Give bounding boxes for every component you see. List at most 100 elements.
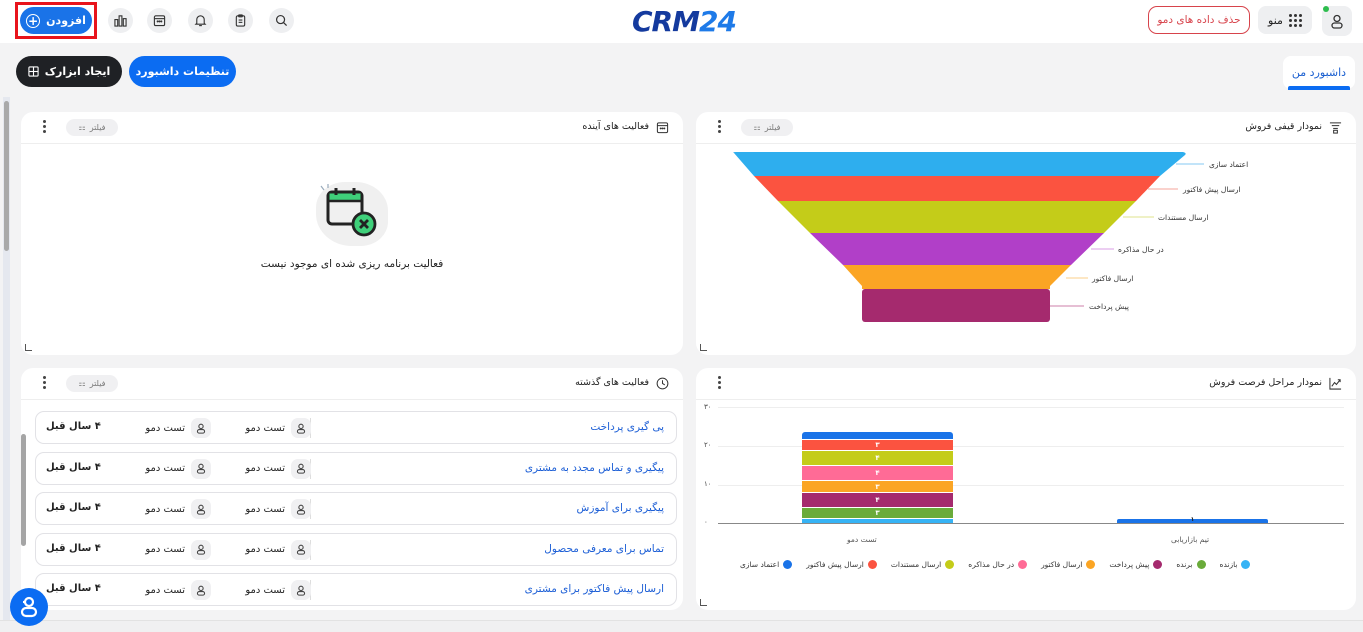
resize-handle[interactable] — [25, 344, 32, 351]
user-icon — [291, 580, 311, 600]
funnel-chart — [733, 152, 1204, 322]
empty-state: فعالیت برنامه ریزی شده ای موجود نیست — [21, 182, 683, 270]
legend-item[interactable]: پیش پرداخت — [1109, 560, 1163, 569]
funnel-label: در حال مذاکره — [1118, 245, 1164, 254]
assignee-name: تست دمو — [245, 584, 285, 596]
filter-button[interactable]: ⚏ فیلتر — [741, 119, 793, 136]
logo-crm-text: CRM — [632, 4, 700, 38]
funnel-label: ارسال مستندات — [1158, 213, 1209, 222]
activity-row[interactable]: پی گیری پرداخت تست دمو تست دمو ۴ سال قبل — [35, 411, 677, 444]
bar-segment-proforma[interactable]: ۳ — [802, 440, 953, 450]
activity-row[interactable]: پیگیری برای آموزش تست دمو تست دمو ۴ سال … — [35, 492, 677, 525]
card-title: نمودار مراحل فرصت فروش — [1209, 377, 1322, 388]
bar-segment-negotiation[interactable]: ۴ — [802, 466, 953, 480]
y-tick: ۲۰ — [704, 441, 712, 449]
activity-row[interactable]: ارسال پیش فاکتور برای مشتری تست دمو تست … — [35, 573, 677, 606]
logo-number-text: 24 — [698, 4, 737, 38]
bar-segment-invoice[interactable]: ۳ — [802, 481, 953, 492]
more-options-icon[interactable] — [718, 376, 721, 389]
user-icon — [191, 499, 211, 519]
gridline — [718, 446, 1344, 447]
funnel-label: پیش پرداخت — [1089, 302, 1129, 311]
trend-chart-icon — [1328, 376, 1342, 390]
activity-title[interactable]: پیگیری برای آموزش — [576, 502, 664, 514]
filter-icon: ⚏ — [78, 123, 86, 132]
menu-label: منو — [1268, 13, 1283, 27]
bell-icon — [194, 15, 207, 27]
dashboard-settings-button[interactable]: تنظیمات داشبورد — [129, 56, 236, 87]
activity-list: پی گیری پرداخت تست دمو تست دمو ۴ سال قبل… — [35, 411, 677, 610]
funnel-label: اعتماد سازی — [1209, 160, 1249, 169]
resize-handle[interactable] — [700, 344, 707, 351]
chart-legend: بازنده برنده پیش پرداخت ارسال فاکتور در … — [740, 560, 1251, 569]
legend-item[interactable]: ارسال مستندات — [891, 560, 955, 569]
search-button[interactable] — [269, 8, 294, 33]
create-widget-button[interactable]: ایجاد ابزارک — [16, 56, 122, 87]
legend-item[interactable]: برنده — [1176, 560, 1206, 569]
bar-segment-trust[interactable]: ۱ — [1117, 516, 1268, 523]
creator-name: تست دمو — [145, 544, 185, 555]
resize-handle[interactable] — [700, 599, 707, 606]
activity-time: ۴ سال قبل — [46, 542, 101, 554]
tab-my-dashboard[interactable]: داشبورد من — [1283, 56, 1355, 90]
filter-button[interactable]: ⚏ فیلتر — [66, 375, 118, 392]
scrollbar-thumb[interactable] — [21, 434, 26, 546]
activity-row[interactable]: تماس برای معرفی محصول تست دمو تست دمو ۴ … — [35, 532, 677, 566]
bar-segment-losing[interactable] — [802, 519, 953, 523]
support-agent-icon — [20, 596, 38, 618]
assignee: تست دمو — [245, 458, 311, 479]
bar-segment-prepayment[interactable]: ۴ — [802, 493, 953, 507]
legend-item[interactable]: در حال مذاکره — [968, 560, 1028, 569]
activity-row[interactable]: پیگیری و تماس مجدد به مشتری تست دمو تست … — [35, 451, 677, 485]
activity-time: ۴ سال قبل — [46, 421, 101, 432]
bar-segment-trust[interactable] — [802, 432, 953, 439]
opportunity-stages-card: نمودار مراحل فرصت فروش ۳۰ ۲۰ ۱۰ ۰ ۳ ۴ ۳ … — [696, 368, 1356, 610]
support-chat-button[interactable] — [10, 588, 48, 626]
legend-item[interactable]: ارسال پیش فاکتور — [806, 560, 877, 569]
create-widget-label: ایجاد ابزارک — [44, 65, 111, 78]
upcoming-activities-card: فعالیت های آینده ⚏ فیلتر فعالیت برنامه ری… — [21, 112, 683, 355]
funnel-label: ارسال فاکتور — [1092, 274, 1134, 283]
user-icon — [191, 580, 211, 600]
creator: تست دمو — [145, 539, 211, 560]
more-options-icon[interactable] — [43, 120, 46, 133]
card-header: فعالیت های گذشته ⚏ فیلتر — [21, 368, 683, 400]
activity-title[interactable]: پیگیری و تماس مجدد به مشتری — [524, 461, 664, 474]
creator-name: تست دمو — [145, 463, 185, 474]
notifications-button[interactable] — [188, 8, 213, 33]
sales-funnel-card: نمودار قیفی فروش ⚏ فیلتر اعتماد سازی ارسا… — [696, 112, 1356, 355]
legend-item[interactable]: اعتماد سازی — [740, 560, 793, 569]
more-options-icon[interactable] — [43, 376, 46, 389]
calendar-button[interactable] — [147, 8, 172, 33]
tasks-button[interactable] — [228, 8, 253, 33]
add-button-label: افزودن — [46, 14, 86, 27]
bar-segment-won[interactable]: ۳ — [802, 508, 953, 518]
filter-icon: ⚏ — [78, 379, 86, 388]
list-scrollbar[interactable] — [21, 406, 26, 556]
activity-title[interactable]: تماس برای معرفی محصول — [544, 542, 664, 555]
page-scrollbar[interactable] — [3, 97, 10, 632]
creator: تست دمو — [145, 499, 211, 519]
clipboard-icon — [235, 14, 246, 27]
legend-item[interactable]: ارسال فاکتور — [1041, 560, 1096, 569]
more-options-icon[interactable] — [718, 120, 721, 133]
delete-demo-data-button[interactable]: حذف داده های دمو — [1148, 6, 1250, 34]
bar-segment-documents[interactable]: ۴ — [802, 451, 953, 465]
reports-button[interactable] — [108, 8, 133, 33]
filter-icon: ⚏ — [753, 123, 761, 132]
user-profile-button[interactable] — [1322, 6, 1352, 36]
menu-button[interactable]: منو — [1258, 6, 1312, 34]
card-title: فعالیت های گذشته — [575, 377, 649, 388]
filter-button[interactable]: ⚏ فیلتر — [66, 119, 118, 136]
activity-title[interactable]: پی گیری پرداخت — [590, 421, 664, 433]
activity-title[interactable]: ارسال پیش فاکتور برای مشتری — [524, 583, 664, 595]
funnel-label: ارسال پیش فاکتور — [1183, 185, 1241, 194]
gridline — [718, 485, 1344, 486]
creator-name: تست دمو — [145, 584, 185, 596]
assignee-name: تست دمو — [245, 422, 285, 434]
add-button[interactable]: + افزودن — [20, 7, 92, 34]
x-tick-label: تیم بازاریابی — [1171, 535, 1210, 544]
scrollbar-thumb[interactable] — [4, 101, 9, 251]
legend-item[interactable]: بازنده — [1220, 560, 1251, 569]
assignee-name: تست دمو — [245, 503, 285, 515]
